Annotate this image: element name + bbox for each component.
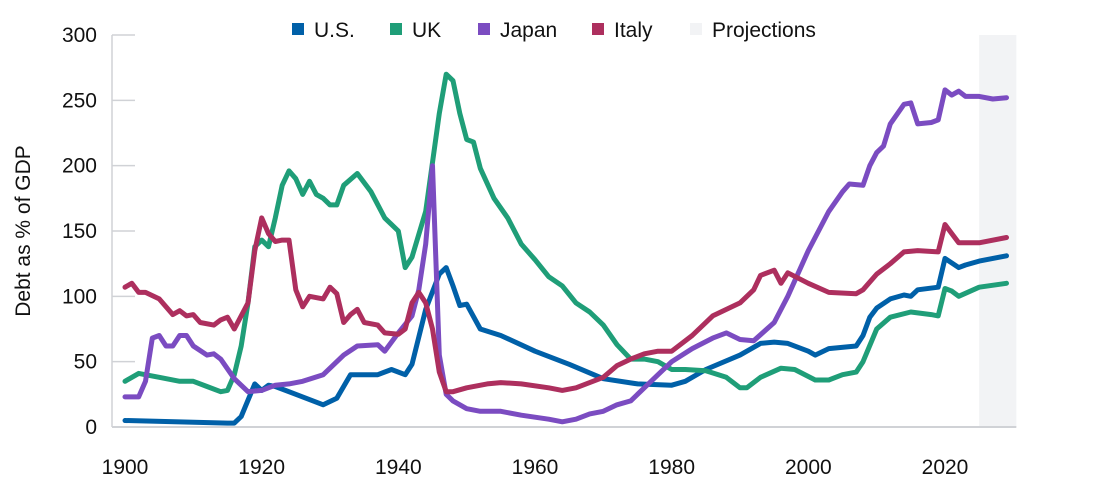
- x-tick-label: 1940: [375, 456, 422, 479]
- y-tick-label: 250: [62, 89, 97, 112]
- legend-swatch: [292, 23, 304, 35]
- legend-label: UK: [412, 19, 441, 42]
- y-tick-label: 200: [62, 155, 97, 178]
- projections-rect: [979, 35, 1017, 427]
- series-line-us: [122, 253, 1009, 426]
- legend-label: U.S.: [314, 19, 355, 42]
- legend-swatch: [592, 23, 604, 35]
- y-tick-label: 300: [62, 24, 97, 47]
- y-tick-label: 100: [62, 285, 97, 308]
- x-tick-label: 1960: [512, 456, 559, 479]
- legend-swatch: [478, 23, 490, 35]
- series-line-japan: [122, 87, 1009, 425]
- y-tick-label: 150: [62, 220, 97, 243]
- series-line-uk: [122, 71, 1009, 395]
- y-tick-label: 50: [74, 351, 97, 374]
- x-tick-label: 2000: [785, 456, 832, 479]
- x-tick-label: 1900: [102, 456, 149, 479]
- x-tick-label: 1980: [648, 456, 695, 479]
- legend-swatch: [390, 23, 402, 35]
- x-tick-label: 1920: [238, 456, 285, 479]
- axes: 0 50 100 150 200 250 300 1900 1920 1940 1960 1980 20…: [62, 24, 1017, 479]
- projections-band: [979, 35, 1017, 427]
- legend-swatch: [690, 23, 702, 35]
- legend-label: Italy: [614, 19, 653, 42]
- legend: U.S. UK Japan Italy Projections: [292, 19, 816, 42]
- series-lines: [122, 71, 1009, 426]
- y-axis-label: Debt as % of GDP: [12, 145, 35, 317]
- legend-label: Projections: [712, 19, 816, 42]
- y-tick-label: 0: [85, 416, 97, 439]
- series-line-italy: [122, 215, 1009, 395]
- x-tick-label: 2020: [922, 456, 969, 479]
- legend-label: Japan: [500, 19, 557, 42]
